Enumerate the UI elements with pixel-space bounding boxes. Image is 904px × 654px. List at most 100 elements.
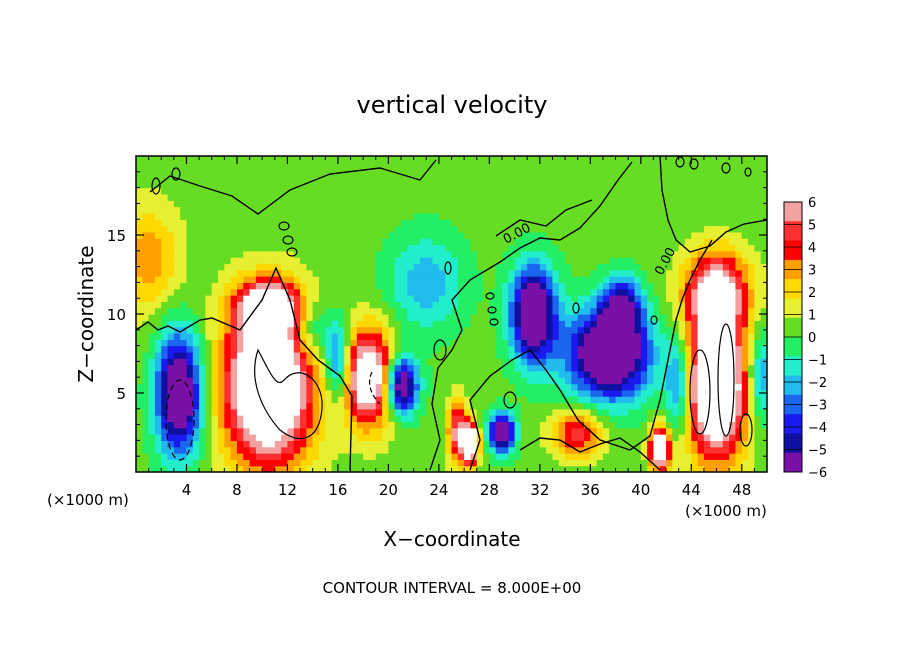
heatmap-cell: [243, 358, 251, 366]
heatmap-cell: [154, 193, 162, 201]
heatmap-cell: [426, 345, 434, 353]
heatmap-cell: [438, 402, 446, 410]
heatmap-cell: [697, 156, 705, 163]
heatmap-cell: [684, 415, 692, 423]
heatmap-cell: [312, 301, 320, 309]
heatmap-cell: [539, 269, 547, 277]
heatmap-cell: [180, 453, 188, 460]
heatmap-cell: [293, 351, 301, 359]
heatmap-cell: [236, 465, 244, 472]
heatmap-cell: [363, 459, 371, 467]
heatmap-cell: [684, 225, 692, 233]
heatmap-cell: [230, 156, 238, 163]
heatmap-cell: [318, 162, 326, 170]
heatmap-cell: [684, 421, 692, 429]
heatmap-cell: [514, 332, 522, 340]
heatmap-cell: [363, 301, 371, 309]
heatmap-cell: [584, 377, 591, 385]
heatmap-cell: [268, 396, 276, 404]
heatmap-cell: [558, 320, 566, 328]
heatmap-cell: [186, 427, 194, 435]
heatmap-cell: [142, 339, 150, 347]
heatmap-cell: [394, 351, 402, 359]
heatmap-cell: [628, 225, 636, 233]
heatmap-cell: [539, 377, 547, 385]
heatmap-cell: [161, 295, 169, 302]
heatmap-cell: [419, 212, 427, 220]
heatmap-cell: [432, 459, 440, 467]
heatmap-cell: [401, 231, 408, 239]
heatmap-cell: [710, 465, 718, 472]
heatmap-cell: [596, 282, 604, 290]
heatmap-cell: [647, 459, 655, 467]
heatmap-cell: [760, 238, 767, 246]
heatmap-cell: [514, 244, 522, 252]
heatmap-cell: [306, 408, 314, 416]
heatmap-cell: [369, 212, 377, 220]
heatmap-cell: [476, 307, 484, 315]
heatmap-cell: [325, 307, 333, 315]
heatmap-cell: [382, 174, 389, 182]
heatmap-cell: [754, 244, 762, 252]
heatmap-cell: [369, 415, 377, 423]
heatmap-cell: [224, 396, 232, 404]
heatmap-cell: [432, 408, 440, 416]
heatmap-cell: [230, 168, 238, 176]
heatmap-cell: [325, 156, 333, 163]
heatmap-cell: [640, 288, 648, 296]
heatmap-cell: [394, 408, 402, 416]
heatmap-cell: [426, 446, 434, 454]
heatmap-cell: [577, 358, 585, 366]
heatmap-cell: [520, 421, 528, 429]
heatmap-cell: [180, 187, 188, 195]
heatmap-cell: [331, 364, 339, 372]
heatmap-cell: [647, 187, 655, 195]
heatmap-cell: [640, 408, 648, 416]
heatmap-cell: [205, 446, 213, 454]
heatmap-cell: [154, 446, 162, 454]
heatmap-cell: [565, 351, 572, 359]
heatmap-cell: [520, 326, 528, 334]
heatmap-cell: [571, 421, 579, 429]
heatmap-cell: [666, 377, 673, 385]
heatmap-cell: [401, 364, 408, 372]
heatmap-cell: [684, 339, 692, 347]
heatmap-cell: [451, 351, 459, 359]
heatmap-cell: [527, 212, 535, 220]
heatmap-cell: [640, 358, 648, 366]
heatmap-cell: [154, 377, 162, 385]
heatmap-cell: [148, 377, 156, 385]
heatmap-cell: [470, 301, 478, 309]
heatmap-cell: [653, 383, 661, 391]
heatmap-cell: [281, 288, 289, 296]
heatmap-cell: [508, 288, 516, 296]
heatmap-cell: [666, 206, 673, 214]
heatmap-cell: [703, 212, 711, 220]
heatmap-cell: [230, 389, 238, 397]
heatmap-cell: [167, 288, 175, 296]
heatmap-cell: [325, 358, 333, 366]
heatmap-cell: [224, 295, 232, 302]
heatmap-cell: [621, 332, 629, 340]
heatmap-cell: [413, 206, 421, 214]
heatmap-cell: [394, 358, 402, 366]
heatmap-cell: [136, 307, 143, 315]
heatmap-cell: [356, 402, 364, 410]
heatmap-cell: [602, 219, 610, 227]
heatmap-cell: [445, 459, 453, 467]
heatmap-cell: [300, 162, 307, 170]
heatmap-cell: [413, 326, 421, 334]
heatmap-cell: [388, 446, 396, 454]
heatmap-cell: [571, 370, 579, 378]
heatmap-cell: [369, 156, 377, 163]
heatmap-cell: [703, 465, 711, 472]
heatmap-cell: [407, 351, 415, 359]
heatmap-cell: [388, 421, 396, 429]
heatmap-cell: [438, 187, 446, 195]
heatmap-cell: [186, 181, 194, 189]
heatmap-cell: [205, 396, 213, 404]
heatmap-cell: [255, 446, 263, 454]
heatmap-cell: [306, 200, 314, 208]
heatmap-cell: [489, 181, 497, 189]
heatmap-cell: [615, 269, 623, 277]
